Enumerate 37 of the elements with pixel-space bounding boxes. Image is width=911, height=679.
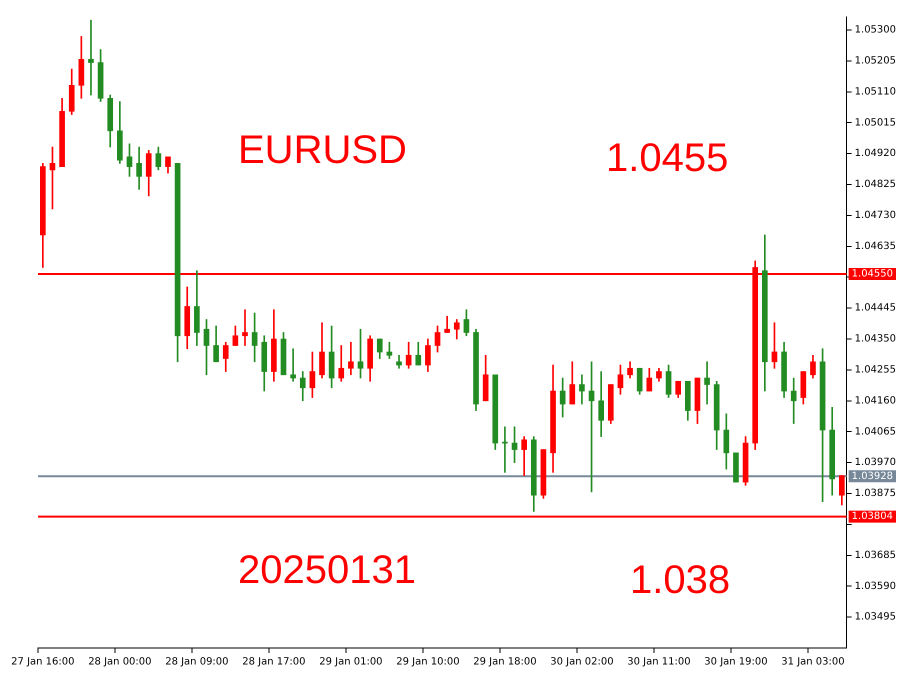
x-tick-label: 29 Jan 10:00 xyxy=(396,656,460,668)
ref-line-label: 1.03804 xyxy=(852,511,894,522)
x-tick-label: 30 Jan 11:00 xyxy=(627,656,691,668)
x-tick-label: 27 Jan 16:00 xyxy=(11,656,74,668)
y-tick-label: 1.05205 xyxy=(854,56,896,67)
x-tick-label: 30 Jan 02:00 xyxy=(550,656,614,668)
x-tick-label: 29 Jan 01:00 xyxy=(319,656,383,668)
y-tick-label: 1.04255 xyxy=(854,364,896,376)
x-tick-label: 29 Jan 18:00 xyxy=(473,656,537,668)
annotation: EURUSD xyxy=(238,128,407,173)
y-tick-label: 1.04065 xyxy=(854,426,896,438)
x-tick-label: 28 Jan 17:00 xyxy=(242,656,306,668)
annotation: 1.0455 xyxy=(606,136,728,181)
x-tick-label: 28 Jan 09:00 xyxy=(165,656,229,668)
ref-line-label: 1.03928 xyxy=(852,470,894,482)
y-tick-label: 1.05110 xyxy=(854,86,896,98)
y-tick-label: 1.05015 xyxy=(854,117,896,128)
y-tick-label: 1.04350 xyxy=(854,334,896,345)
y-tick-label: 1.03685 xyxy=(854,550,896,561)
candlestick xyxy=(733,452,739,482)
y-tick-label: 1.04825 xyxy=(854,179,896,190)
x-tick-label: 30 Jan 19:00 xyxy=(704,656,768,668)
y-tick-label: 1.04445 xyxy=(854,302,896,314)
y-tick-label: 1.04160 xyxy=(854,395,896,406)
y-tick-label: 1.03590 xyxy=(854,580,896,592)
ref-line-label: 1.04550 xyxy=(852,268,894,280)
y-tick-label: 1.03495 xyxy=(854,612,896,623)
x-tick-label: 31 Jan 03:00 xyxy=(781,656,845,668)
y-tick-label: 1.03970 xyxy=(854,457,896,468)
y-tick-label: 1.04635 xyxy=(854,240,896,252)
x-tick-label: 28 Jan 00:00 xyxy=(88,656,152,668)
y-tick-label: 1.05300 xyxy=(854,24,896,36)
y-tick-label: 1.04920 xyxy=(854,148,896,160)
y-tick-label: 1.04730 xyxy=(854,210,896,221)
annotation: 20250131 xyxy=(238,548,416,593)
y-tick-label: 1.03875 xyxy=(854,488,896,500)
annotation: 1.038 xyxy=(630,558,730,603)
